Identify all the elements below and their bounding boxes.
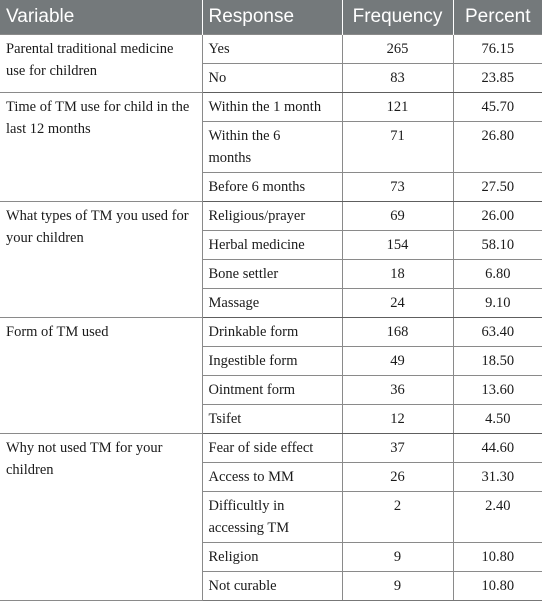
response-cell: Fear of side effect — [201, 433, 343, 463]
response-cell: No — [201, 63, 343, 93]
frequency-cell: 24 — [341, 288, 454, 318]
table-row: Herbal medicine 154 58.10 — [0, 230, 542, 260]
response-cell: Bone settler — [201, 259, 343, 289]
response-cell: Religious/prayer — [201, 201, 343, 231]
percent-cell: 44.60 — [452, 433, 542, 463]
variable-cell: What types of TM you used for your child… — [0, 201, 203, 318]
response-cell: Drinkable form — [201, 317, 343, 347]
table-row: Within the 6 months 71 26.80 — [0, 121, 542, 173]
percent-cell: 6.80 — [452, 259, 542, 289]
percent-cell: 18.50 — [452, 346, 542, 376]
percent-cell: 31.30 — [452, 462, 542, 492]
response-cell: Yes — [201, 34, 343, 64]
response-cell: Ointment form — [201, 375, 343, 405]
frequency-cell: 121 — [341, 92, 454, 122]
table-row: Time of TM use for child in the last 12 … — [0, 92, 542, 202]
frequency-cell: 26 — [341, 462, 454, 492]
header-row: Variable Response Frequency Percent — [0, 0, 542, 35]
response-cell: Herbal medicine — [201, 230, 343, 260]
table-row: Form of TM used Drinkable form 168 63.40 — [0, 317, 542, 434]
response-cell: Religion — [201, 542, 343, 572]
table-row: Bone settler 18 6.80 — [0, 259, 542, 289]
table-row: Massage 24 9.10 — [0, 288, 542, 318]
table-row: What types of TM you used for your child… — [0, 201, 542, 318]
variable-cell: Time of TM use for child in the last 12 … — [0, 92, 203, 202]
percent-cell: 76.15 — [452, 34, 542, 64]
response-cell: Massage — [201, 288, 343, 318]
percent-cell: 9.10 — [452, 288, 542, 318]
percent-cell: 26.00 — [452, 201, 542, 231]
response-cell: Tsifet — [201, 404, 343, 434]
frequency-cell: 49 — [341, 346, 454, 376]
percent-cell: 63.40 — [452, 317, 542, 347]
variable-cell: Why not used TM for your children — [0, 433, 203, 601]
response-cell: Within the 6 months — [201, 121, 343, 173]
table-row: Tsifet 12 4.50 — [0, 404, 542, 434]
frequency-cell: 2 — [341, 491, 454, 543]
response-cell: Before 6 months — [201, 172, 343, 202]
frequency-cell: 36 — [341, 375, 454, 405]
percent-cell: 4.50 — [452, 404, 542, 434]
frequency-cell: 18 — [341, 259, 454, 289]
percent-cell: 10.80 — [452, 542, 542, 572]
table-row: Why not used TM for your children Fear o… — [0, 433, 542, 601]
header-variable: Variable — [0, 0, 203, 35]
frequency-cell: 154 — [341, 230, 454, 260]
response-cell: Within the 1 month — [201, 92, 343, 122]
variable-cell: Parental traditional medicine use for ch… — [0, 34, 203, 93]
percent-cell: 45.70 — [452, 92, 542, 122]
frequency-cell: 73 — [341, 172, 454, 202]
frequency-cell: 168 — [341, 317, 454, 347]
response-cell: Access to MM — [201, 462, 343, 492]
table-body: Parental traditional medicine use for ch… — [0, 34, 542, 601]
frequency-cell: 9 — [341, 571, 454, 601]
table-header: Variable Response Frequency Percent — [0, 0, 542, 35]
frequency-cell: 265 — [341, 34, 454, 64]
percent-cell: 2.40 — [452, 491, 542, 543]
frequency-cell: 71 — [341, 121, 454, 173]
frequency-cell: 83 — [341, 63, 454, 93]
frequency-cell: 69 — [341, 201, 454, 231]
percent-cell: 10.80 — [452, 571, 542, 601]
header-response: Response — [202, 0, 343, 35]
percent-cell: 27.50 — [452, 172, 542, 202]
frequency-cell: 37 — [341, 433, 454, 463]
percent-cell: 23.85 — [452, 63, 542, 93]
percent-cell: 58.10 — [452, 230, 542, 260]
response-cell: Ingestible form — [201, 346, 343, 376]
response-cell: Not curable — [201, 571, 343, 601]
header-frequency: Frequency — [342, 0, 454, 35]
response-cell: Difficultly in accessing TM — [201, 491, 343, 543]
table-row: Parental traditional medicine use for ch… — [0, 34, 542, 93]
frequency-cell: 9 — [341, 542, 454, 572]
table-row: Ingestible form 49 18.50 — [0, 346, 542, 376]
variable-cell: Form of TM used — [0, 317, 203, 434]
header-percent: Percent — [453, 0, 542, 35]
frequency-cell: 12 — [341, 404, 454, 434]
percent-cell: 26.80 — [452, 121, 542, 173]
percent-cell: 13.60 — [452, 375, 542, 405]
